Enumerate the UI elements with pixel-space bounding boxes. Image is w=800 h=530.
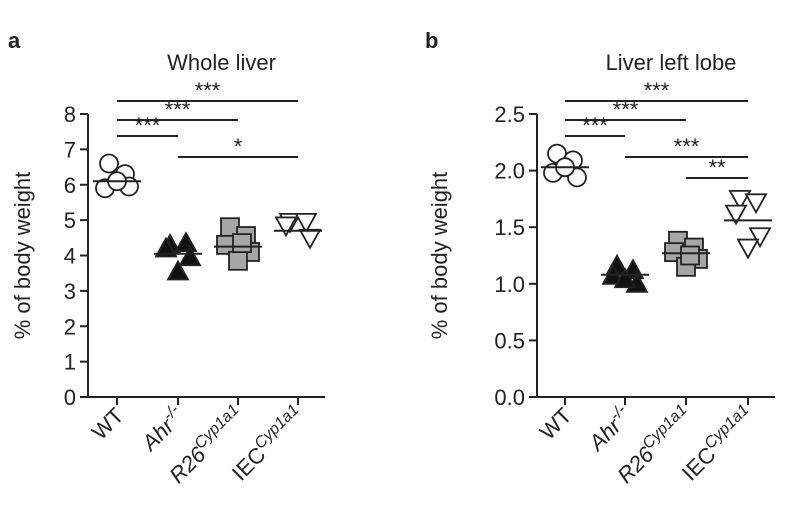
category-sup: Cyp1a1 [701,401,752,452]
point [736,238,760,260]
point [613,267,637,289]
y-tick-label: 0.0 [494,385,525,410]
category-sup: Cyp1a1 [191,401,242,452]
significance-label: * [234,134,243,159]
category-sup: Cyp1a1 [251,401,302,452]
y-tick-label: 3 [64,279,76,304]
significance-label: *** [165,97,191,122]
point [228,250,248,271]
x-tick-label: WT [87,403,129,445]
point [744,193,768,215]
chart-title: Whole liver [167,50,276,75]
y-tick-label: 4 [64,244,76,269]
y-tick-label: 1 [64,350,76,375]
significance-label: ** [708,155,726,180]
panel-letter: b [425,28,438,53]
y-tick-label: 0.5 [494,328,525,353]
significance-label: *** [582,113,608,138]
chart-title: Liver left lobe [606,50,737,75]
x-tick-label: Ahr-/- [581,401,636,456]
point [166,259,190,281]
point [274,216,298,238]
y-tick-label: 6 [64,173,76,198]
y-tick-label: 1.0 [494,272,525,297]
point [178,245,202,267]
point [174,231,198,253]
significance-label: *** [135,113,161,138]
category-main: WT [87,403,129,445]
y-tick-label: 1.5 [494,215,525,240]
category-sup: Cyp1a1 [639,401,690,452]
significance-label: *** [195,78,221,103]
y-tick-label: 7 [64,137,76,162]
point [232,233,252,254]
point [99,153,119,174]
category-main: WT [535,403,577,445]
x-tick-label: WT [535,403,577,445]
y-tick-label: 0 [64,385,76,410]
y-axis-label: % of body weight [10,172,35,340]
point [748,227,772,249]
significance-label: *** [674,134,700,159]
y-tick-label: 2 [64,314,76,339]
significance-label: *** [644,78,670,103]
point [680,245,700,266]
y-tick-label: 2.5 [494,102,525,127]
point [298,228,322,250]
point [728,189,752,211]
panel-letter: a [8,28,21,53]
point [294,212,318,234]
point [154,236,178,258]
x-tick-label: Ahr-/- [134,401,189,456]
y-tick-label: 8 [64,102,76,127]
y-tick-label: 5 [64,208,76,233]
y-axis-label: % of body weight [427,172,452,340]
y-tick-label: 2.0 [494,159,525,184]
significance-label: *** [613,97,639,122]
point [724,204,748,226]
